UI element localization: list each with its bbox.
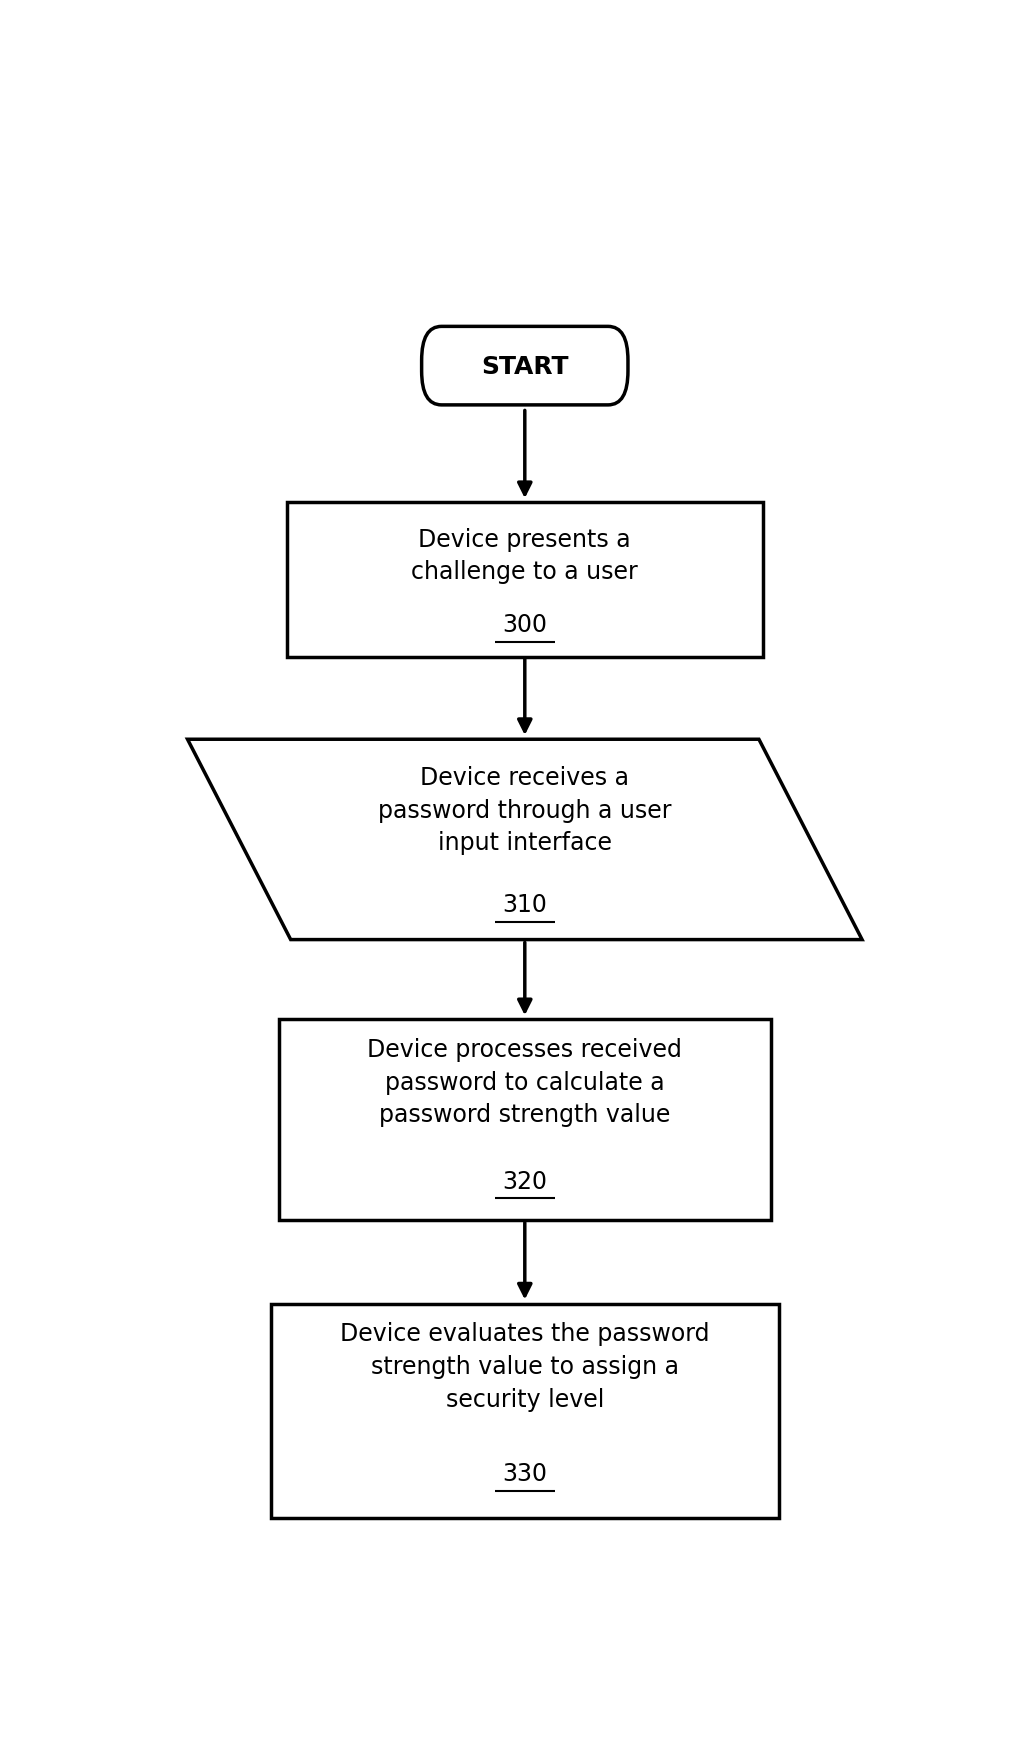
- Text: 300: 300: [503, 613, 547, 636]
- Bar: [270, 1304, 779, 1518]
- Text: Device receives a
password through a user
input interface: Device receives a password through a use…: [378, 766, 672, 854]
- Text: 310: 310: [503, 893, 547, 917]
- Polygon shape: [187, 740, 862, 940]
- Bar: [287, 503, 763, 657]
- Text: START: START: [481, 355, 568, 378]
- Text: Device processes received
password to calculate a
password strength value: Device processes received password to ca…: [368, 1038, 682, 1126]
- Text: 330: 330: [503, 1462, 547, 1485]
- Text: Device presents a
challenge to a user: Device presents a challenge to a user: [412, 527, 638, 583]
- Text: Device evaluates the password
strength value to assign a
security level: Device evaluates the password strength v…: [340, 1321, 710, 1411]
- Bar: [279, 1019, 771, 1219]
- Text: 320: 320: [503, 1168, 547, 1193]
- FancyBboxPatch shape: [422, 327, 628, 406]
